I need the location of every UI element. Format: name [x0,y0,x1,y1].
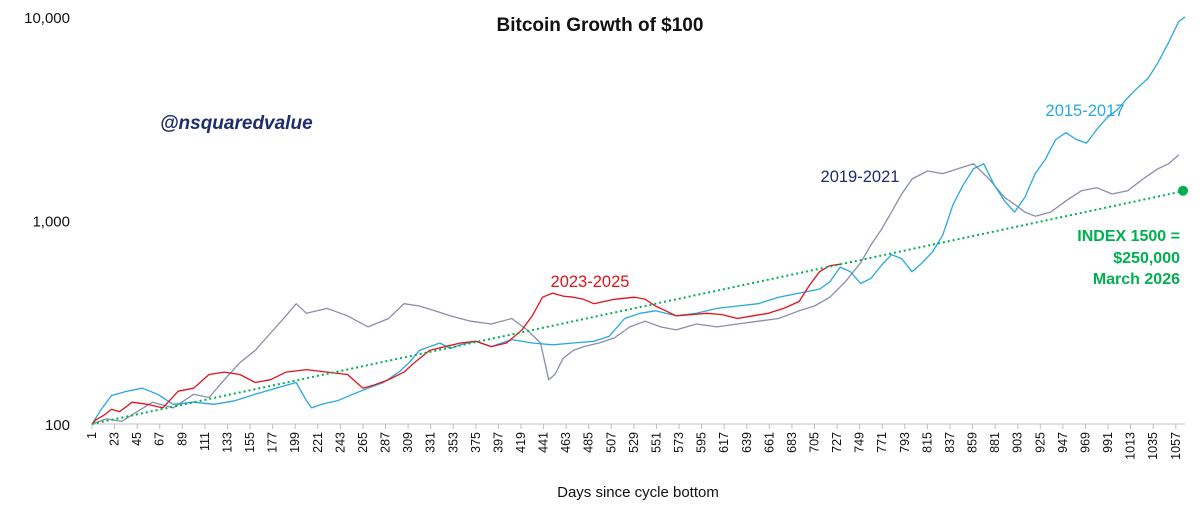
x-tick-label: 177 [266,432,280,453]
x-tick-label: 265 [356,432,370,453]
x-tick-label: 419 [514,432,528,453]
series-label-2015-2017: 2015-2017 [1046,102,1125,120]
y-tick-label: 10,000 [24,10,70,27]
x-tick-label: 617 [717,432,731,453]
x-tick-label: 111 [198,432,212,451]
x-tick-label: 903 [1011,432,1025,453]
y-tick-label: 1,000 [32,214,70,231]
x-tick-label: 485 [582,432,596,453]
x-tick-label: 1013 [1124,432,1138,460]
x-axis-label: Days since cycle bottom [557,484,719,501]
series-line-2019-2021 [91,154,1180,425]
x-tick-label: 463 [559,432,573,453]
series-layer [91,16,1186,425]
x-tick-label: 441 [537,432,551,453]
x-tick-label: 1035 [1146,432,1160,460]
x-tick-label: 859 [966,432,980,453]
x-tick-label: 221 [311,432,325,453]
x-tick-label: 287 [379,432,393,453]
x-tick-label: 23 [108,432,122,446]
x-tick-label: 837 [943,432,957,453]
y-tick-label: 100 [45,417,70,434]
x-tick-label: 749 [853,432,867,453]
x-tick-label: 67 [153,432,167,446]
series-line-2023-2025 [91,263,841,425]
chart-title: Bitcoin Growth of $100 [497,15,704,36]
watermark: @nsquaredvalue [160,113,313,134]
x-tick-label: 991 [1101,432,1115,453]
x-tick-label: 551 [649,432,663,453]
x-tick-label: 309 [401,432,415,453]
x-tick-label: 199 [288,432,302,453]
series-line-2015-2017 [91,16,1186,425]
trendline-layer [91,185,1188,425]
x-tick-label: 1 [85,432,99,439]
index-annotation-line: $250,000 [1113,250,1180,267]
x-tick-label: 771 [875,432,889,453]
x-tick-label: 353 [446,432,460,453]
x-tick-label: 881 [988,432,1002,453]
x-tick-label: 683 [785,432,799,453]
index-annotation-line: March 2026 [1093,271,1180,288]
x-tick-label: 45 [130,432,144,446]
x-tick-label: 155 [243,432,257,453]
x-tick-label: 815 [920,432,934,453]
x-tick-label: 925 [1033,432,1047,453]
x-tick-label: 1057 [1169,432,1183,460]
x-tick-label: 375 [469,432,483,453]
index-trendline [91,189,1186,425]
x-tick-label: 573 [672,432,686,453]
series-label-2019-2021: 2019-2021 [821,168,900,186]
x-tick-label: 793 [898,432,912,453]
x-tick-label: 529 [627,432,641,453]
x-tick-label: 727 [830,432,844,453]
x-tick-label: 947 [1056,432,1070,453]
x-tick-label: 595 [695,432,709,453]
series-labels: 2019-2021 2015-2017 2023-2025 INDEX 1500 = $… [551,102,1181,291]
x-tick-label: 397 [491,432,505,453]
series-label-2023-2025: 2023-2025 [551,273,630,291]
x-tick-label: 705 [808,432,822,453]
x-tick-label: 969 [1078,432,1092,453]
x-tick-label: 243 [333,432,347,453]
x-tick-label: 133 [220,432,234,453]
x-tick-label: 331 [424,432,438,453]
x-axis: 1 23 45 67 89 111 133 155 177 199 221 243 265 287 309 3… [85,423,1185,460]
x-tick-label: 507 [604,432,618,453]
y-axis: 100 1,000 10,000 [24,10,70,434]
index-annotation-line: INDEX 1500 = [1077,228,1180,245]
index-endpoint-marker [1178,185,1188,196]
x-tick-label: 89 [175,432,189,446]
x-tick-label: 661 [762,432,776,453]
x-tick-label: 639 [740,432,754,453]
